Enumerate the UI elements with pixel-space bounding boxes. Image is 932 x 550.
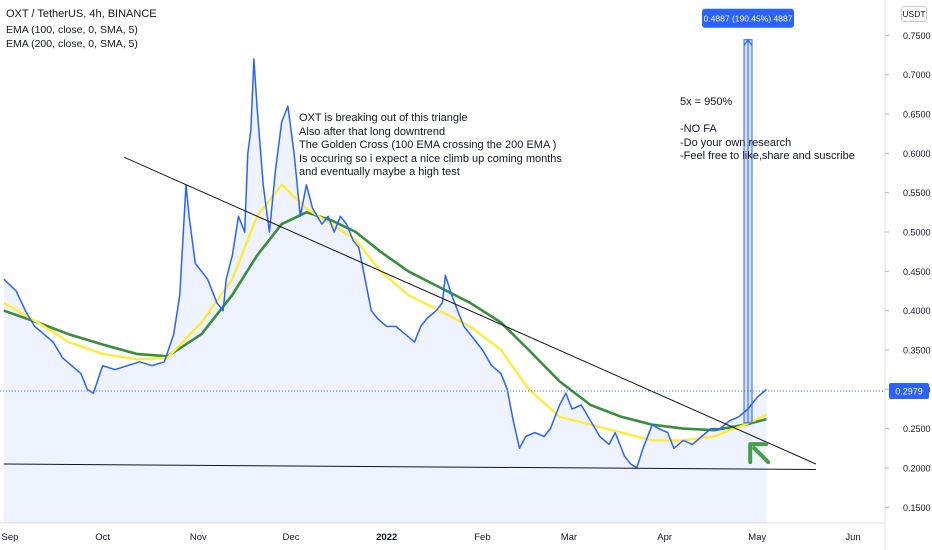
y-tick-label: 0.2500 bbox=[903, 424, 931, 434]
indicator-ema100-label: EMA (100, close, 0, SMA, 5) bbox=[6, 24, 138, 36]
y-tick-label: 0.5500 bbox=[903, 188, 931, 198]
measure-label-box bbox=[702, 8, 795, 28]
descending-trendline bbox=[124, 156, 817, 465]
x-tick-label: Feb bbox=[474, 532, 490, 543]
measure-arrow-head bbox=[743, 38, 753, 47]
last-price-label: 0.2979 bbox=[895, 386, 923, 396]
x-tick-label: Oct bbox=[95, 532, 110, 543]
x-tick-label: Sep bbox=[2, 532, 19, 543]
chart-title: OXT / TetherUS, 4h, BINANCE bbox=[6, 8, 157, 20]
y-tick-label: 0.6500 bbox=[903, 110, 931, 120]
x-tick-label: Jun bbox=[845, 532, 860, 543]
ema200-line bbox=[3, 211, 767, 432]
y-tick-label: 0.6000 bbox=[903, 149, 931, 159]
x-tick-label: Nov bbox=[190, 532, 207, 543]
green-arrow-shaft bbox=[752, 446, 771, 465]
x-tick-label: May bbox=[748, 532, 766, 543]
currency-badge[interactable]: USDT bbox=[901, 6, 927, 22]
indicator-ema200-label: EMA (200, close, 0, SMA, 5) bbox=[6, 38, 138, 50]
price-area-fill bbox=[3, 59, 767, 523]
y-tick-label: 0.4500 bbox=[903, 267, 931, 277]
y-tick-label: 0.2000 bbox=[903, 463, 931, 473]
support-trendline bbox=[3, 463, 816, 471]
side-annotation: 5x = 950% -NO FA -Do your own research -… bbox=[680, 96, 855, 162]
last-price-badge bbox=[889, 382, 929, 399]
price-line bbox=[3, 58, 767, 469]
measure-label: 0.4887 (190.45%) 4887 bbox=[704, 14, 793, 24]
y-tick-label: 0.4000 bbox=[903, 306, 931, 316]
green-arrow-icon bbox=[748, 442, 769, 465]
x-tick-label: Apr bbox=[657, 532, 672, 543]
main-annotation: OXT is breaking out of this triangle Als… bbox=[299, 112, 562, 178]
x-tick-label: Mar bbox=[561, 532, 577, 543]
y-tick-label: 0.1500 bbox=[903, 503, 931, 513]
y-tick-label: 0.3500 bbox=[903, 345, 931, 355]
y-tick-label: 0.5000 bbox=[903, 228, 931, 238]
y-tick-label: 0.7000 bbox=[903, 70, 931, 80]
x-tick-label: Dec bbox=[283, 532, 300, 543]
y-tick-label: 0.7500 bbox=[903, 31, 931, 41]
x-tick-label: 2022 bbox=[376, 532, 397, 543]
